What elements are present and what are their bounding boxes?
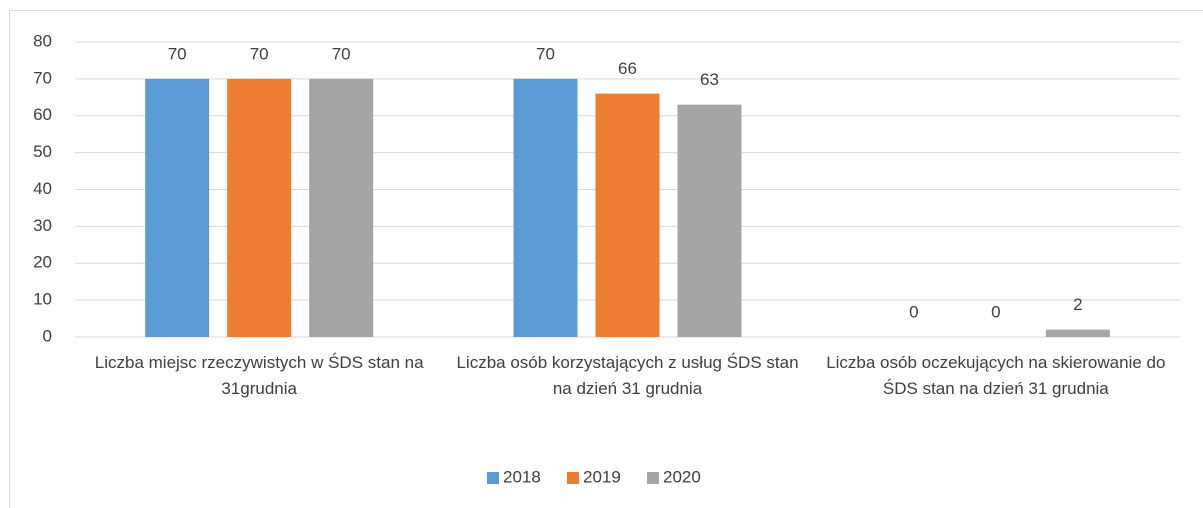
x-tick-label: Liczba osób korzystających z usług ŚDS s… (456, 353, 799, 398)
y-tick-label: 80 (33, 31, 52, 50)
bar (513, 78, 578, 337)
y-tick-label: 30 (33, 216, 52, 235)
legend-swatch (647, 472, 659, 484)
bar (145, 78, 210, 337)
bar (227, 78, 292, 337)
x-tick-label: Liczba miejsc rzeczywistych w ŚDS stan n… (94, 353, 424, 398)
legend-label: 2018 (503, 467, 541, 486)
y-tick-label: 20 (33, 253, 52, 272)
legend-swatch (567, 472, 579, 484)
y-tick-label: 40 (33, 179, 52, 198)
data-label: 0 (909, 302, 918, 321)
data-label: 66 (618, 59, 637, 78)
data-label: 0 (991, 302, 1000, 321)
bar (1045, 329, 1110, 337)
y-tick-label: 70 (33, 68, 52, 87)
data-label: 70 (536, 44, 555, 63)
bar (677, 104, 742, 337)
bar (309, 78, 374, 337)
data-label: 63 (700, 70, 719, 89)
bar (595, 93, 660, 337)
x-tick-label: Liczba osób oczekujących na skierowanie … (826, 353, 1166, 398)
legend-swatch (487, 472, 499, 484)
legend-label: 2020 (663, 467, 701, 486)
legend-label: 2019 (583, 467, 621, 486)
y-tick-label: 60 (33, 105, 52, 124)
y-tick-label: 50 (33, 142, 52, 161)
data-label: 2 (1073, 295, 1082, 314)
y-tick-label: 0 (43, 326, 52, 345)
data-label: 70 (168, 44, 187, 63)
data-label: 70 (250, 44, 269, 63)
data-label: 70 (332, 44, 351, 63)
y-tick-label: 10 (33, 290, 52, 309)
